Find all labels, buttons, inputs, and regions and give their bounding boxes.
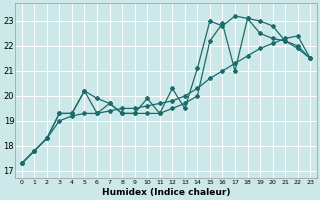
X-axis label: Humidex (Indice chaleur): Humidex (Indice chaleur) (102, 188, 230, 197)
